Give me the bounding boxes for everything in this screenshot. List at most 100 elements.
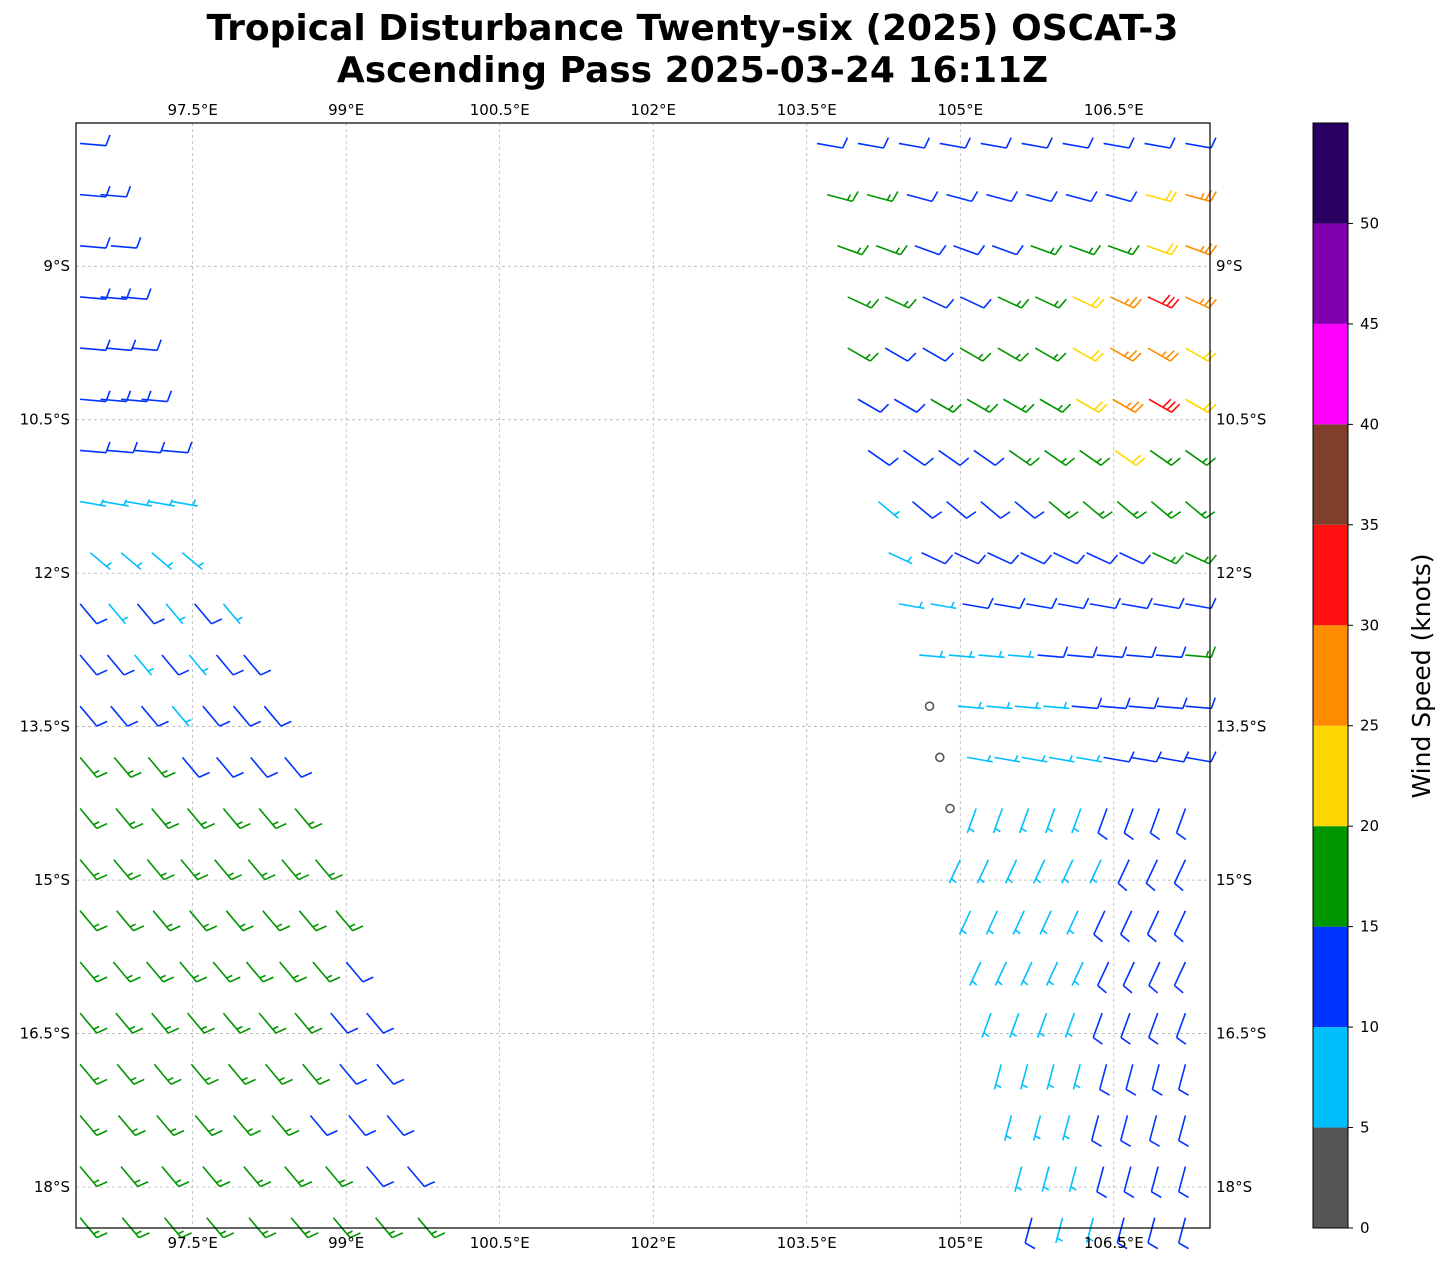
colorbar-tick-label: 20 <box>1360 817 1379 835</box>
chart-title-line-1: Tropical Disturbance Twenty-six (2025) O… <box>206 8 1179 49</box>
lat-tick-label-right: 9°S <box>1216 257 1243 275</box>
wind-barb <box>213 859 243 881</box>
wind-barb <box>1147 347 1180 362</box>
wind-barb <box>902 449 934 466</box>
wind-barb <box>79 1063 108 1085</box>
wind-barb <box>263 705 292 727</box>
wind-barb <box>233 705 262 727</box>
axis-ticks: 97.5°E 97.5°E 99°E 99°E 100.5°E 100.5°E 102°E 1… <box>20 101 1267 1252</box>
wind-barb <box>1041 1166 1050 1192</box>
wind-barb <box>194 1114 223 1137</box>
lat-tick-label-left: 13.5°S <box>20 718 70 736</box>
wind-barb <box>898 601 925 610</box>
wind-barb <box>1045 808 1056 834</box>
colorbar-segment <box>1313 123 1348 224</box>
wind-barb <box>1105 191 1138 203</box>
wind-barb <box>1061 859 1074 884</box>
wind-barb <box>939 137 971 149</box>
wind-barb <box>837 244 870 256</box>
wind-barb <box>233 1114 262 1137</box>
wind-barb <box>986 701 1013 710</box>
lat-tick-label-left: 9°S <box>43 257 70 275</box>
wind-barb <box>79 603 108 625</box>
wind-barb <box>827 191 859 203</box>
wind-barb <box>866 191 899 203</box>
wind-barb <box>284 756 313 778</box>
wind-barb <box>1057 597 1090 610</box>
wind-barb <box>935 752 945 763</box>
wind-barb <box>816 137 849 149</box>
wind-barb <box>847 347 879 362</box>
wind-barb <box>1185 243 1218 256</box>
wind-barb <box>1043 449 1076 466</box>
wind-barb <box>1152 551 1185 565</box>
wind-barb <box>966 398 999 413</box>
wind-barb <box>1112 398 1144 413</box>
wind-barb <box>110 705 139 727</box>
wind-barb <box>120 1166 149 1188</box>
wind-barb <box>1032 1115 1042 1141</box>
wind-barb <box>1026 597 1058 610</box>
wind-barb <box>1148 1012 1159 1045</box>
wind-barb <box>1156 697 1188 710</box>
wind-barb <box>325 1166 354 1188</box>
colorbar-tick-label: 25 <box>1360 717 1379 735</box>
colorbar-tick-label: 15 <box>1360 918 1379 936</box>
wind-barb <box>1012 910 1025 935</box>
wind-barb <box>1128 697 1160 710</box>
wind-barb <box>366 1012 395 1034</box>
colorbar-frame <box>1312 122 1349 1229</box>
wind-barb <box>1114 449 1146 466</box>
wind-barb <box>79 499 106 507</box>
wind-barb <box>180 859 209 881</box>
wind-barb <box>914 244 947 256</box>
wind-barb <box>1021 137 1053 149</box>
wind-barb <box>279 961 308 983</box>
wind-barb <box>1177 1115 1189 1148</box>
wind-barb <box>1037 646 1069 659</box>
wind-barb <box>1185 751 1217 763</box>
wind-barb <box>1067 646 1098 659</box>
wind-barb <box>1121 597 1153 610</box>
wind-barb <box>946 500 977 519</box>
wind-barb <box>976 859 990 884</box>
wind-barb <box>79 1114 108 1137</box>
wind-barb <box>294 1012 323 1034</box>
wind-barb <box>911 500 943 519</box>
wind-barb <box>1093 910 1106 943</box>
wind-barb <box>959 347 992 362</box>
wind-barb <box>987 551 1020 565</box>
wind-barb <box>992 808 1004 834</box>
wind-barb <box>1116 1217 1128 1250</box>
wind-barb <box>386 1114 415 1137</box>
wind-barb <box>1034 347 1067 362</box>
wind-barb <box>1107 244 1140 256</box>
wind-barb <box>247 859 276 881</box>
colorbar-tick-label: 50 <box>1360 214 1379 232</box>
wind-barb <box>1175 1012 1187 1045</box>
lon-tick-label-top: 106.5°E <box>1084 101 1144 119</box>
wind-barb <box>875 244 908 256</box>
wind-barb <box>1026 191 1058 203</box>
wind-barb <box>106 654 135 676</box>
wind-barb <box>1036 1012 1048 1038</box>
plot-frame <box>75 122 1211 1229</box>
wind-barb <box>1071 961 1084 986</box>
wind-barb <box>1158 751 1190 763</box>
wind-barb <box>966 808 977 834</box>
wind-barb <box>151 807 180 830</box>
wind-barb <box>958 910 972 935</box>
wind-barb <box>953 244 986 256</box>
wind-barb <box>1185 646 1217 659</box>
wind-barb <box>1055 1217 1064 1244</box>
wind-barb <box>156 1114 185 1137</box>
wind-barb <box>1125 1064 1137 1096</box>
colorbar-segment <box>1313 524 1348 626</box>
wind-barb <box>152 910 181 932</box>
wind-barb <box>1103 751 1135 763</box>
wind-barb <box>108 603 129 625</box>
wind-barb <box>181 756 210 778</box>
wind-barb <box>1175 808 1187 841</box>
wind-barb <box>1089 597 1122 610</box>
wind-barb <box>339 1063 368 1085</box>
